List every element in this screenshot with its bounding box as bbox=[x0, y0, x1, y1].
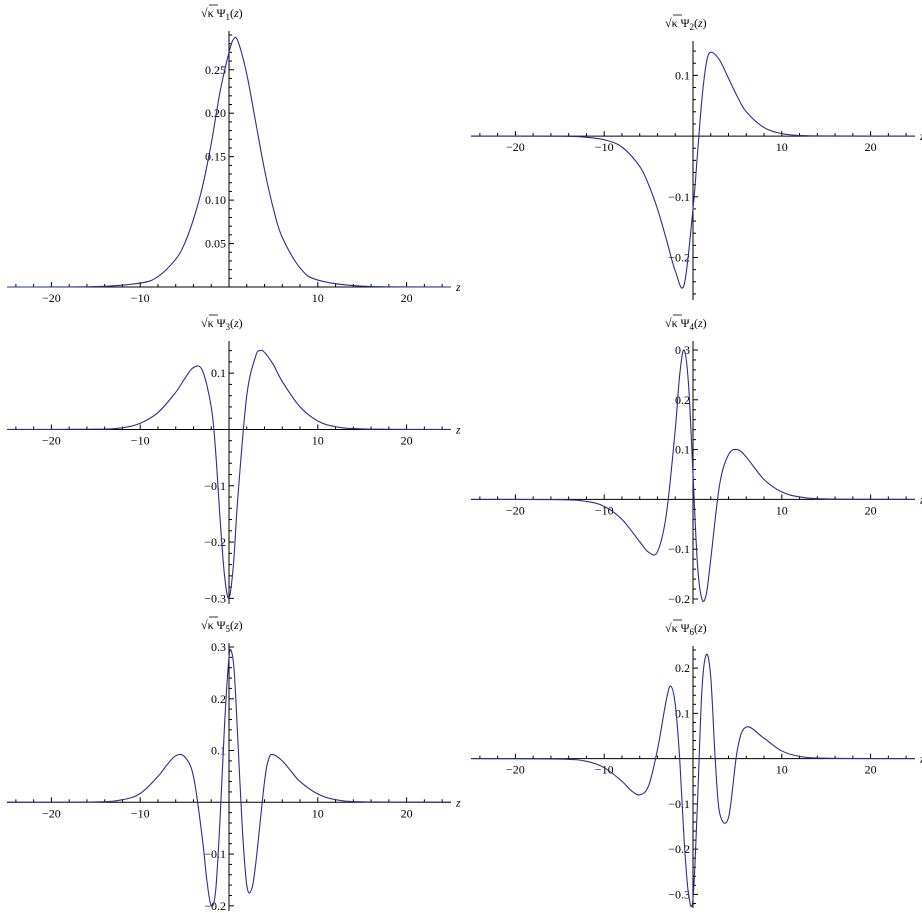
y-tick-label: −0.2 bbox=[668, 592, 690, 606]
series-line-1 bbox=[6, 648, 452, 907]
x-tick-label: 20 bbox=[401, 291, 413, 305]
x-tick-label: 10 bbox=[312, 433, 324, 447]
x-axis-title: z bbox=[455, 795, 461, 809]
x-tick-label: −20 bbox=[506, 763, 525, 777]
y-tick-label: −0.1 bbox=[668, 542, 690, 556]
x-tick-label: −20 bbox=[506, 503, 525, 517]
y-tick-label: 0.2 bbox=[675, 393, 690, 407]
x-tick-label: −10 bbox=[595, 140, 614, 154]
chart-panel-5: −20 −10 10 20 z −0.2 −0.1 0.1 0.2 0.3 √κ Ψ5(z) bbox=[6, 616, 461, 913]
chart-panel-2: −20 −10 10 20 z −0.2 −0.1 0.1 √κ Ψ2(z) bbox=[470, 14, 922, 300]
x-tick-label: −10 bbox=[131, 433, 150, 447]
x-tick-label: −10 bbox=[131, 806, 150, 820]
y-tick-label: 0.3 bbox=[675, 343, 690, 357]
y-tick-label: −0.1 bbox=[668, 190, 690, 204]
x-tick-label: 20 bbox=[865, 763, 877, 777]
y-tick-label: −0.2 bbox=[668, 251, 690, 265]
y-tick-label: −0.2 bbox=[204, 535, 226, 549]
y-tick-label: 0.15 bbox=[205, 150, 226, 164]
x-tick-label: 20 bbox=[865, 140, 877, 154]
x-tick-label: −10 bbox=[595, 503, 614, 517]
x-tick-label: −10 bbox=[595, 763, 614, 777]
x-tick-label: −20 bbox=[42, 433, 61, 447]
y-axis-title: √κ Ψ4(z) bbox=[665, 316, 707, 332]
series-line-1 bbox=[6, 349, 452, 600]
y-tick-label: 0.25 bbox=[205, 63, 226, 77]
series-line-1 bbox=[470, 349, 916, 602]
y-tick-label: 0.2 bbox=[211, 692, 226, 706]
x-axis-title: z bbox=[919, 129, 922, 143]
x-tick-label: 10 bbox=[312, 806, 324, 820]
y-tick-label: 0.2 bbox=[675, 661, 690, 675]
x-tick-label: 10 bbox=[776, 503, 788, 517]
y-axis-title: √κ Ψ3(z) bbox=[201, 316, 243, 332]
x-tick-label: 20 bbox=[401, 433, 413, 447]
x-tick-label: 10 bbox=[312, 291, 324, 305]
chart-panel-4: −20 −10 10 20 z −0.2 −0.1 0.1 0.2 0.3 √κ Ψ4(z) bbox=[470, 314, 922, 606]
y-tick-label: −0.1 bbox=[204, 847, 226, 861]
y-tick-label: 0.1 bbox=[675, 706, 690, 720]
x-tick-label: −20 bbox=[42, 291, 61, 305]
y-tick-label: 0.1 bbox=[675, 443, 690, 457]
y-tick-label: −0.3 bbox=[668, 887, 690, 901]
x-tick-label: −20 bbox=[506, 140, 525, 154]
y-tick-label: 0.20 bbox=[205, 106, 226, 120]
x-tick-label: 20 bbox=[401, 806, 413, 820]
series-line-1 bbox=[470, 653, 916, 908]
y-tick-label: 0.1 bbox=[211, 366, 226, 380]
x-tick-label: 10 bbox=[776, 140, 788, 154]
y-tick-label: 0.3 bbox=[211, 640, 226, 654]
x-tick-label: −10 bbox=[131, 291, 150, 305]
series-line-1 bbox=[470, 51, 916, 289]
y-tick-label: −0.1 bbox=[204, 479, 226, 493]
x-tick-label: −20 bbox=[42, 806, 61, 820]
y-tick-label: 0.1 bbox=[211, 744, 226, 758]
y-axis-title: √κ Ψ6(z) bbox=[665, 621, 707, 637]
y-tick-label: −0.3 bbox=[204, 591, 226, 605]
series-line-1 bbox=[6, 36, 452, 288]
y-tick-label: 0.10 bbox=[205, 193, 226, 207]
x-tick-label: 20 bbox=[865, 503, 877, 517]
y-tick-label: −0.2 bbox=[668, 842, 690, 856]
x-axis-title: z bbox=[455, 422, 461, 436]
y-axis-title: √κ Ψ5(z) bbox=[201, 618, 243, 634]
chart-panel-6: −20 −10 10 20 z −0.3 −0.2 −0.1 0.1 0.2 √κ Ψ6(z) bbox=[470, 619, 922, 908]
x-axis-title: z bbox=[919, 752, 922, 766]
x-axis-title: z bbox=[455, 280, 461, 294]
y-axis-title: √κ Ψ1(z) bbox=[201, 6, 243, 22]
y-tick-label: −0.2 bbox=[204, 899, 226, 913]
y-tick-label: 0.1 bbox=[675, 68, 690, 82]
y-tick-label: 0.05 bbox=[205, 237, 226, 251]
chart-panel-3: −20 −10 10 20 z −0.3 −0.2 −0.1 0.1 √κ Ψ3(z) bbox=[6, 314, 461, 605]
chart-panel-1: −20 −10 10 20 z 0.05 0.10 0.15 0.20 0.25 √κ Ψ1(z) bbox=[6, 4, 461, 305]
x-axis-title: z bbox=[919, 492, 922, 506]
y-axis-title: √κ Ψ2(z) bbox=[665, 16, 707, 32]
y-tick-label: −0.1 bbox=[668, 797, 690, 811]
x-tick-label: 10 bbox=[776, 763, 788, 777]
